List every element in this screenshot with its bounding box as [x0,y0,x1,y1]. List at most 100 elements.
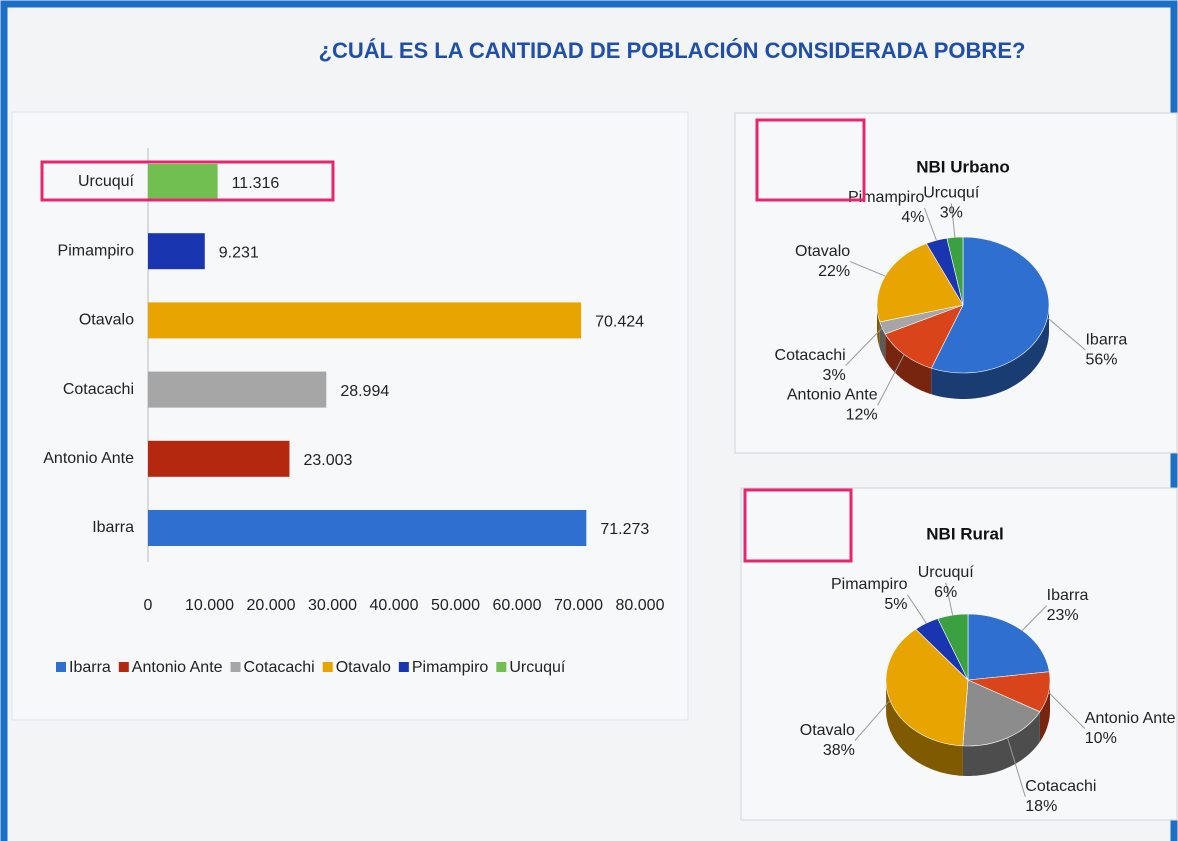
slice-side [877,306,880,348]
leader-line [845,327,883,366]
leader-line [854,700,891,741]
bar [148,164,218,200]
x-tick-label: 80.000 [616,597,665,614]
slice-value: 5% [884,596,907,613]
legend-label: Otavalo [336,659,391,676]
slice-label: Ibarra [1047,587,1089,604]
bar [148,510,587,546]
data-label: 9.231 [219,244,259,261]
slice-value: 10% [1085,730,1117,747]
legend-swatch [496,662,507,672]
pie-slice [937,613,969,681]
slice-top [884,304,964,369]
bar [148,302,582,339]
y-tick-label: Ibarra [92,519,134,536]
slice-top [876,243,964,323]
pie-slice [967,613,1050,681]
slice-side [1039,680,1050,742]
data-label: 11.316 [232,175,280,192]
charts: 0 10.000 20.000 30.000 40.000 50.000 60.000 70.… [43,148,1176,815]
pie-title: NBI Rural [926,524,1003,543]
y-tick-label: Antonio Ante [43,450,134,467]
bar [148,371,327,408]
legend-label: Pimampiro [412,659,489,676]
slice-top [962,679,1041,747]
data-label: 23.003 [303,452,352,469]
slice-value: 38% [823,742,855,759]
leader-line [1047,317,1086,351]
x-tick-label: 0 [144,597,153,614]
bar [148,440,290,477]
x-tick-label: 60.000 [493,597,542,614]
slice-value: 3% [940,205,963,222]
slice-top [967,613,1050,681]
pie-slice [876,243,964,348]
slice-side [931,305,1049,399]
highlight-box [40,160,335,202]
x-tick-label: 40.000 [370,597,419,614]
slice-top [937,613,969,681]
y-tick-label: Cotacachi [63,381,134,398]
leader-line [849,261,886,277]
slice-label: Pimampiro [848,189,925,206]
leader-line [923,207,937,241]
legend-swatch [118,662,129,672]
y-tick-label: Pimampiro [58,242,135,259]
slice-side [886,682,963,776]
legend-label: Antonio Ante [132,659,223,676]
slice-label: Urcuquí [923,185,980,202]
slice-side [885,334,932,395]
legend-label: Cotacachi [244,659,315,676]
data-label: 71.273 [600,521,649,538]
pie-slice [930,236,1050,399]
data-label: 28.994 [340,383,389,400]
slice-value: 56% [1085,351,1117,368]
page-title: ¿CUÁL ES LA CANTIDAD DE POBLACIÓN CONSID… [319,38,1026,63]
x-tick-label: 10.000 [185,597,234,614]
legend-swatch [398,662,409,672]
x-tick-label: 70.000 [554,597,603,614]
slice-label: Cotacachi [1025,778,1096,795]
slice-value: 12% [846,407,878,424]
bar [148,233,205,270]
highlight-box [743,488,853,563]
leader-line [877,354,905,406]
leader-line [907,594,927,624]
slice-side [962,711,1040,776]
legend-swatch [322,662,333,672]
slice-label: Otavalo [800,722,855,739]
slice-label: Pimampiro [831,576,908,593]
legend-label: Urcuquí [509,659,566,676]
slice-value: 23% [1047,607,1079,624]
slice-label: Antonio Ante [1085,710,1176,727]
y-tick-label: Otavalo [79,312,134,329]
slice-label: Antonio Ante [787,387,878,404]
y-tick-label: Urcuquí [78,173,135,190]
legend-swatch [230,662,241,672]
leader-line [950,203,956,238]
slice-side [879,321,886,360]
legend-swatch [56,662,66,672]
x-tick-label: 20.000 [247,597,296,614]
slice-value: 6% [934,584,957,601]
slice-value: 4% [901,209,924,226]
slice-label: Otavalo [795,243,850,260]
data-label: 70.424 [595,314,644,331]
bar-panel [11,111,689,721]
highlight-box [755,118,866,202]
x-tick-label: 50.000 [431,597,480,614]
leader-line [945,582,954,616]
pie-slice [962,679,1041,776]
leader-line [1007,737,1026,797]
pie-title: NBI Urbano [916,157,1010,176]
slice-label: Ibarra [1085,331,1127,348]
legend-label: Ibarra [69,659,111,676]
leader-line [1048,692,1086,729]
x-tick-label: 30.000 [308,597,357,614]
slice-value: 18% [1025,798,1057,815]
slice-label: Cotacachi [775,347,846,364]
leader-line [1021,605,1047,631]
slice-top [930,236,1050,374]
pie-slice [884,304,964,395]
